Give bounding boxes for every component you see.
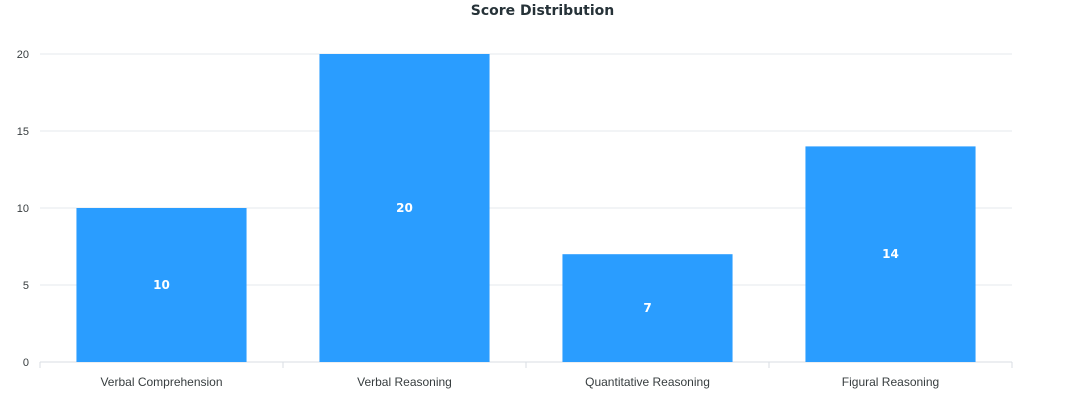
y-tick-label: 10: [17, 203, 29, 215]
y-axis-ticks: 0 5 10 15 20: [17, 49, 29, 369]
x-category-label: Figural Reasoning: [842, 375, 939, 389]
x-category-label: Verbal Comprehension: [100, 375, 222, 389]
bars: [76, 54, 976, 362]
bar[interactable]: [562, 254, 733, 362]
bar[interactable]: [319, 54, 490, 362]
bar-value-label: 7: [643, 301, 651, 315]
data-labels: 10 20 7 14: [153, 201, 899, 315]
bar-value-label: 10: [153, 278, 170, 292]
x-axis: [39, 361, 1013, 368]
bar-value-label: 14: [882, 247, 899, 261]
chart-title: Score Distribution: [470, 3, 615, 19]
x-category-label: Quantitative Reasoning: [585, 375, 710, 389]
x-category-label: Verbal Reasoning: [357, 375, 452, 389]
y-tick-label: 5: [23, 280, 29, 292]
category-labels: Verbal Comprehension Verbal Reasoning Quan…: [100, 375, 939, 389]
bar[interactable]: [805, 146, 976, 362]
y-tick-label: 0: [23, 357, 29, 369]
bar-value-label: 20: [396, 201, 413, 215]
y-tick-label: 15: [17, 126, 29, 138]
y-tick-label: 20: [17, 49, 29, 61]
bar[interactable]: [76, 208, 247, 362]
